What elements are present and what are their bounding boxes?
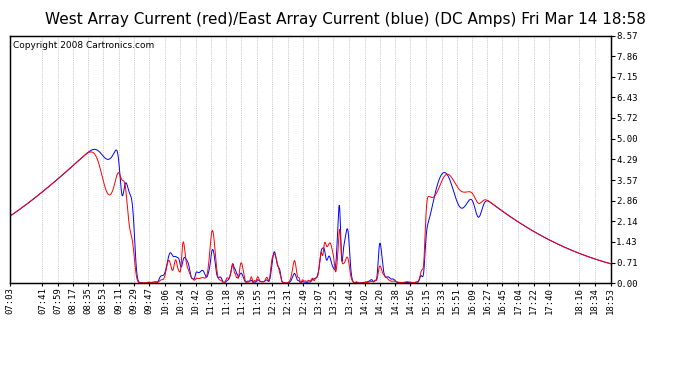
- Text: Copyright 2008 Cartronics.com: Copyright 2008 Cartronics.com: [13, 40, 155, 50]
- Text: West Array Current (red)/East Array Current (blue) (DC Amps) Fri Mar 14 18:58: West Array Current (red)/East Array Curr…: [45, 12, 645, 27]
